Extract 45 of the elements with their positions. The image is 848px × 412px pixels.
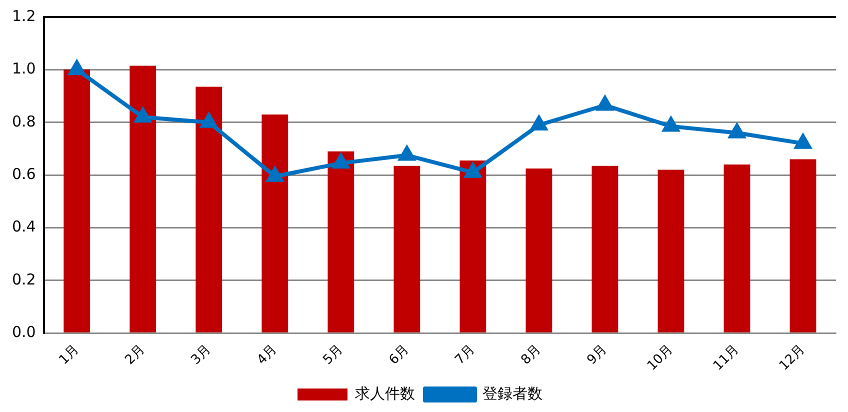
y-tick-label: 1.0 (12, 60, 36, 78)
x-tick-label: 4月 (254, 342, 280, 368)
x-tick-label: 11月 (710, 342, 742, 374)
bar (262, 114, 288, 332)
point (200, 113, 217, 128)
x-tick-label: 8月 (518, 342, 544, 368)
point (728, 124, 746, 138)
x-tick-label: 1月 (56, 342, 82, 368)
y-tick-label: 0.6 (12, 164, 36, 183)
bar (64, 70, 90, 332)
x-tick-label: 2月 (122, 342, 148, 368)
bar (460, 160, 486, 332)
bar (592, 166, 618, 332)
x-tick-label: 9月 (584, 342, 610, 368)
bar (130, 66, 156, 332)
y-tick-label: 0.0 (12, 322, 36, 341)
bar (724, 164, 750, 332)
bar (328, 151, 354, 332)
point (794, 134, 812, 149)
y-tick-label: 1.2 (12, 6, 36, 25)
bar (658, 170, 684, 332)
x-tick-label: 12月 (776, 342, 808, 374)
point (530, 116, 548, 130)
point (464, 163, 481, 178)
x-tick-label: 5月 (320, 342, 346, 368)
point (134, 108, 151, 123)
point (68, 60, 85, 76)
x-tick-label: 10月 (644, 342, 676, 374)
bar (394, 166, 420, 332)
point (662, 117, 680, 132)
legend-label: 求人件数 (355, 384, 415, 402)
bar (790, 159, 816, 332)
point (398, 146, 415, 161)
x-tick-label: 3月 (188, 342, 214, 368)
y-tick-label: 0.4 (12, 218, 36, 236)
y-tick-label: 0.8 (12, 112, 36, 130)
y-tick-label: 0.2 (12, 270, 36, 288)
bar (526, 168, 552, 332)
x-tick-label: 6月 (386, 342, 412, 368)
point (596, 96, 614, 111)
bar (196, 86, 222, 332)
point (332, 154, 349, 169)
legend-label: 登録者数 (482, 384, 542, 402)
x-tick-label: 7月 (452, 342, 478, 368)
point (266, 167, 283, 182)
